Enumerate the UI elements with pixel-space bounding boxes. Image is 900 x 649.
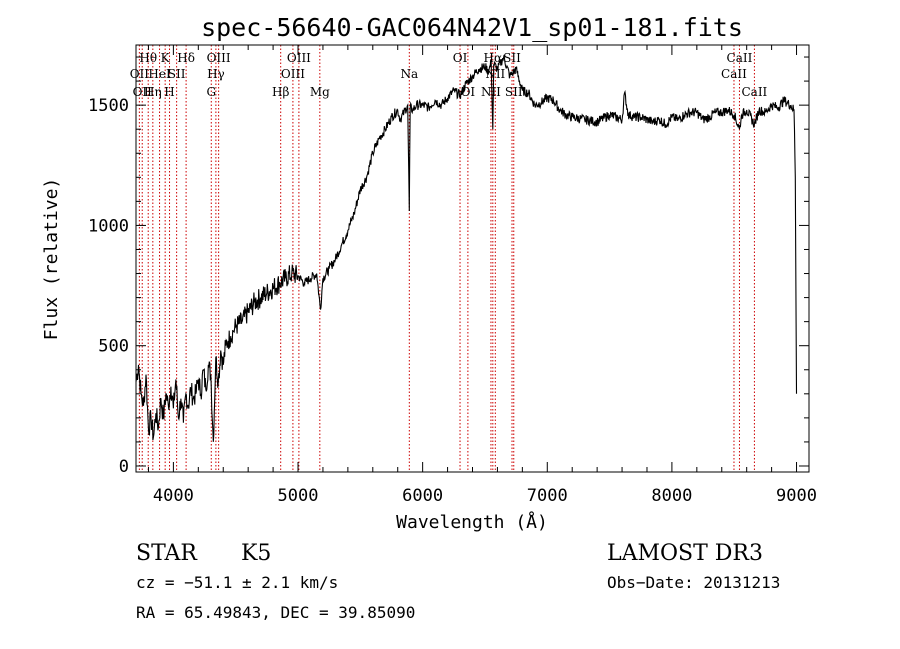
line-marker-label: OII	[130, 67, 150, 81]
x-tick-label: 8000	[651, 486, 692, 506]
line-marker-label: HeI	[148, 67, 171, 81]
line-marker-label: CaII	[741, 85, 767, 99]
radec-text: RA = 65.49843, DEC = 39.85090	[136, 603, 415, 622]
line-marker-label: NII	[485, 67, 505, 81]
line-marker-label: K	[161, 51, 171, 65]
y-tick-label: 500	[98, 337, 129, 357]
x-tick-label: 9000	[776, 486, 817, 506]
axes: 4000 5000 6000 7000 8000 9000 0 500 1000 1500	[88, 45, 817, 506]
plot-frame	[135, 44, 810, 473]
line-marker-label: OIII	[281, 67, 305, 81]
line-marker-label: OIII	[287, 51, 311, 65]
x-tick-label: 6000	[402, 486, 443, 506]
line-marker-label: SII	[505, 85, 523, 99]
line-marker-label: Na	[400, 67, 418, 81]
line-marker-label: Hθ	[139, 51, 157, 65]
obs-date-text: Obs−Date: 20131213	[607, 573, 780, 592]
subclass-label: K5	[241, 541, 271, 566]
line-marker-label: SII	[503, 51, 521, 65]
x-tick-label: 4000	[153, 486, 194, 506]
line-marker-label: OIII	[207, 51, 231, 65]
line-marker-label: Hη	[144, 85, 162, 99]
x-tick-label: 7000	[527, 486, 568, 506]
y-axis-label: Flux (relative)	[41, 178, 62, 341]
line-marker-label: CaII	[727, 51, 753, 65]
line-marker-labels: OII OII Hθ Hη HeI K H SII Hδ G Hγ OIII Hβ OIII OIII Mg N…	[130, 51, 768, 99]
line-marker-label: OII	[133, 85, 153, 99]
line-markers	[138, 45, 755, 472]
line-marker-label: Hβ	[272, 85, 289, 99]
y-tick-label: 1000	[88, 216, 129, 236]
line-marker-label: Mg	[310, 85, 330, 99]
class-label: STAR	[136, 541, 198, 566]
spectrum-trace	[135, 54, 798, 442]
y-tick-label: 1500	[88, 96, 129, 116]
line-marker-label: Hγ	[207, 67, 225, 81]
line-marker-label: NII	[481, 85, 501, 99]
line-marker-label: Hα	[484, 51, 503, 65]
chart-title: spec-56640-GAC064N42V1_sp01-181.fits	[201, 13, 743, 42]
y-tick-label: 0	[119, 457, 129, 477]
line-marker-label: CaII	[721, 67, 747, 81]
redshift-text: cz = −51.1 ± 2.1 km/s	[136, 573, 338, 592]
line-marker-label: OI	[453, 51, 468, 65]
line-marker-label: Hδ	[177, 51, 195, 65]
x-axis-label: Wavelength (Å)	[396, 511, 548, 533]
line-marker-label: H	[164, 85, 174, 99]
line-marker-label: SII	[168, 67, 186, 81]
x-tick-label: 5000	[278, 486, 319, 506]
line-marker-label: G	[206, 85, 216, 99]
survey-label: LAMOST DR3	[607, 541, 763, 566]
